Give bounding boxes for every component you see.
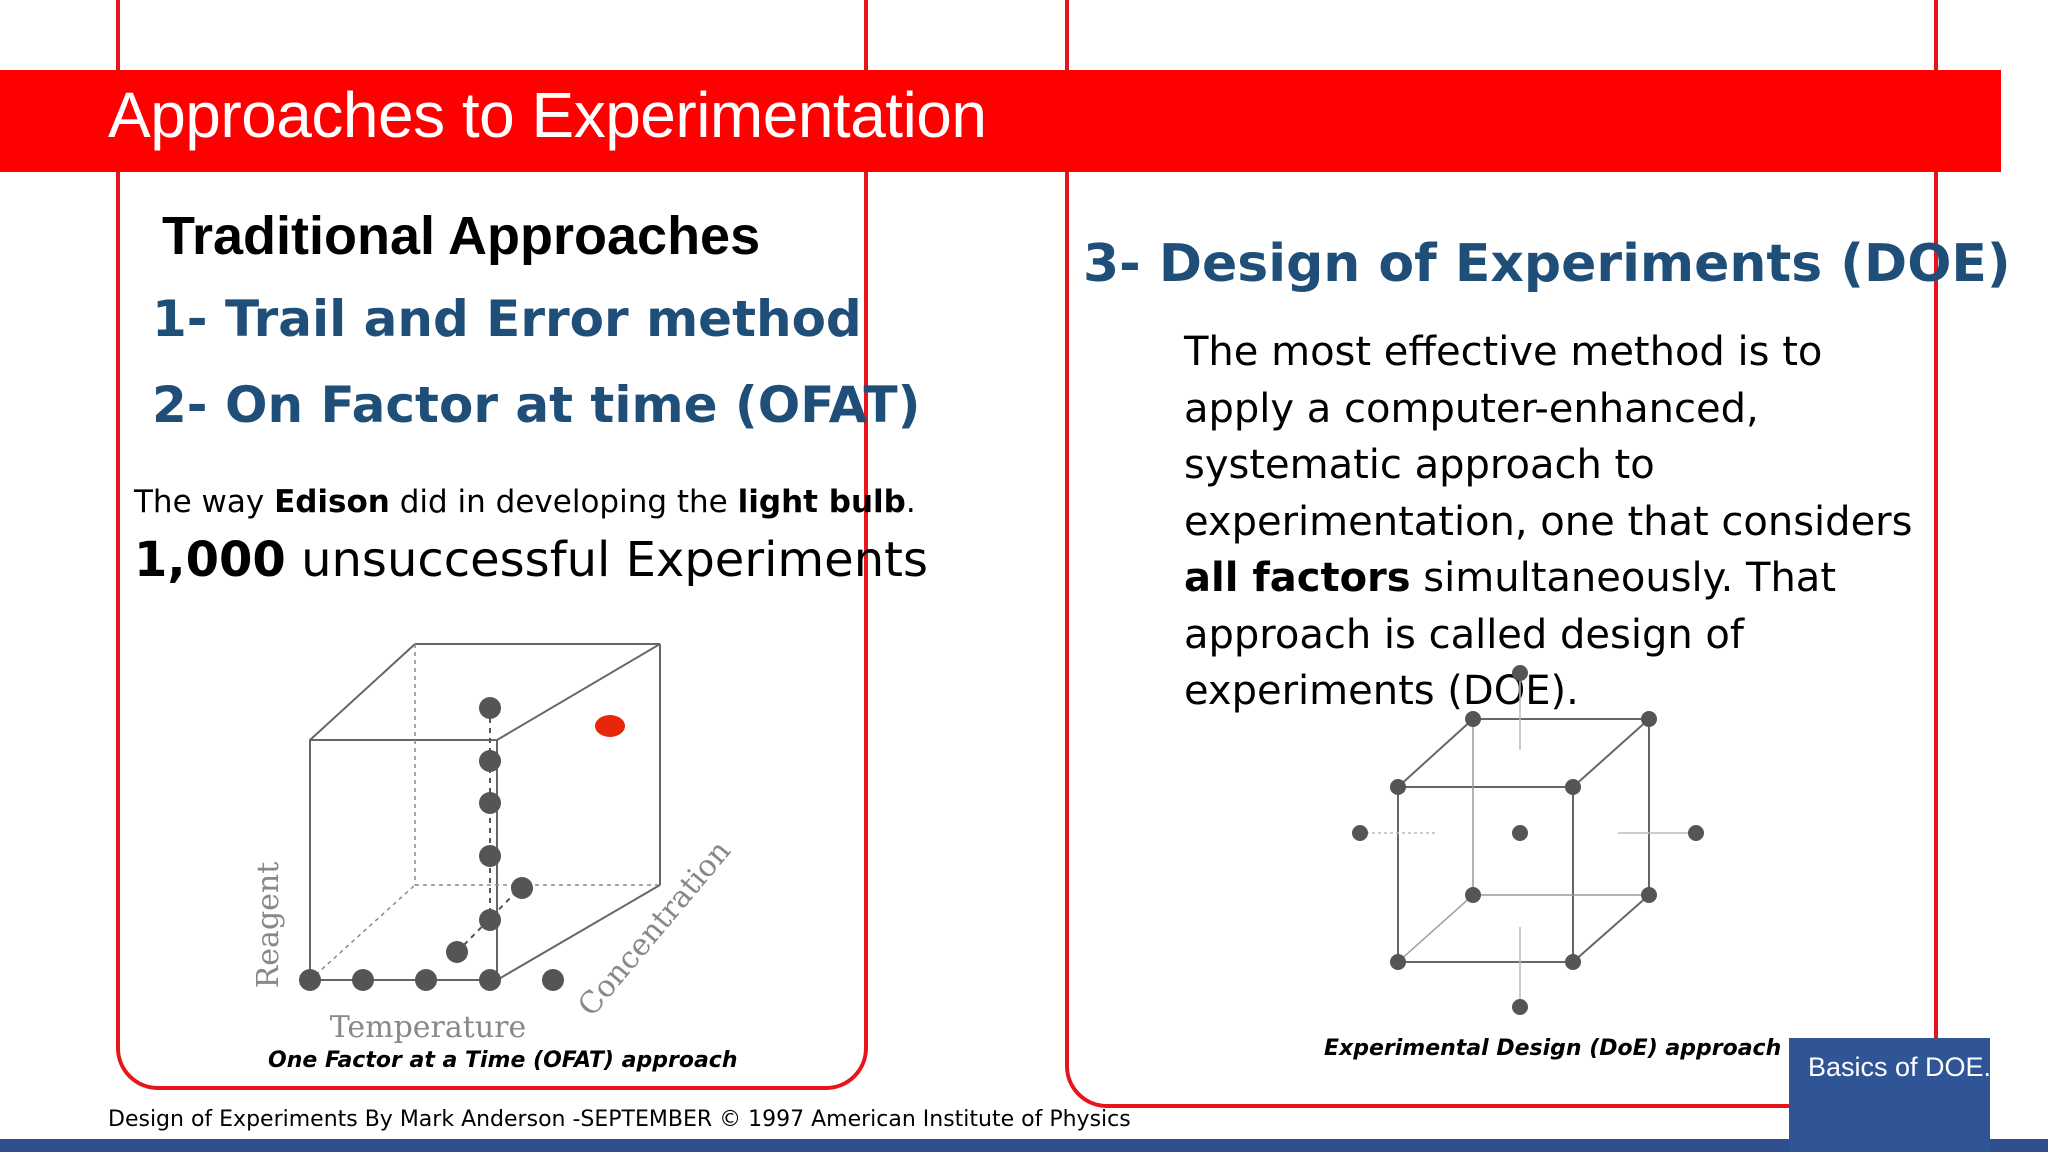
doe-point <box>1390 954 1406 970</box>
right-panel-frame <box>1065 0 1938 1108</box>
doe-point <box>1465 711 1481 727</box>
doe-heading: 3- Design of Experiments (DOE) <box>1083 234 2011 294</box>
title-bar <box>0 70 2001 172</box>
ofat-figure-caption: One Factor at a Time (OFAT) approach <box>268 1048 738 1073</box>
edison-text-part: did in developing the <box>389 484 738 520</box>
section-badge <box>1789 1038 1990 1152</box>
ofat-point <box>479 969 501 991</box>
all-factors-bold: all factors <box>1184 555 1411 601</box>
ofat-optimum-point <box>595 715 625 737</box>
axis-label-concentration: Concentration <box>571 834 738 1023</box>
doe-axial-point <box>1512 665 1528 681</box>
doe-point <box>1390 779 1406 795</box>
method-trial-and-error: 1- Trail and Error method <box>152 290 862 348</box>
experiment-count: 1,000 <box>134 532 286 588</box>
bottom-bar <box>0 1139 2048 1152</box>
ofat-point <box>352 969 374 991</box>
doe-text-part: The most effective method is to apply a … <box>1184 329 1913 545</box>
doe-text-part: simultaneously. That approach is called … <box>1184 555 1837 714</box>
edison-bold: Edison <box>274 484 390 520</box>
ofat-point <box>479 909 501 931</box>
doe-point <box>1641 887 1657 903</box>
edison-text-part: . <box>905 484 916 520</box>
ofat-cube-figure: Reagent Temperature Concentration <box>251 643 738 1045</box>
doe-point <box>1565 779 1581 795</box>
footer-citation: Design of Experiments By Mark Anderson -… <box>108 1107 1131 1132</box>
cube-front-face <box>309 739 498 981</box>
ofat-point <box>479 845 501 867</box>
unsuccessful-experiments-text: 1,000 unsuccessful Experiments <box>134 532 928 588</box>
edison-text: The way Edison did in developing the lig… <box>134 484 916 520</box>
doe-point <box>1465 887 1481 903</box>
doe-axial-point <box>1352 825 1368 841</box>
doe-point <box>1565 954 1581 970</box>
axis-label-reagent: Reagent <box>251 862 286 989</box>
doe-point <box>1641 711 1657 727</box>
ofat-point <box>511 877 533 899</box>
section-badge-label: Basics of DOE. <box>1808 1052 1992 1082</box>
slide-title: Approaches to Experimentation <box>108 79 987 151</box>
doe-axial-point <box>1688 825 1704 841</box>
doe-figure-caption: Experimental Design (DoE) approach <box>1324 1036 1782 1061</box>
ofat-point <box>479 750 501 772</box>
doe-axial-point <box>1512 999 1528 1015</box>
doe-cube-figure <box>1352 665 1704 1015</box>
method-ofat: 2- On Factor at time (OFAT) <box>152 376 921 434</box>
doe-center-point <box>1512 825 1528 841</box>
doe-description: The most effective method is to apply a … <box>1184 324 1944 720</box>
edison-text-part: The way <box>134 484 275 520</box>
doe-cube-front-face <box>1397 786 1574 963</box>
ofat-point <box>542 969 564 991</box>
ofat-point <box>479 697 501 719</box>
axis-label-temperature: Temperature <box>330 1010 527 1045</box>
light-bulb-bold: light bulb <box>737 484 906 520</box>
ofat-point <box>479 792 501 814</box>
experiments-rest: unsuccessful Experiments <box>285 532 928 588</box>
ofat-point <box>446 941 468 963</box>
ofat-point <box>415 969 437 991</box>
left-panel-frame <box>116 0 868 1090</box>
ofat-point <box>299 969 321 991</box>
traditional-approaches-heading: Traditional Approaches <box>162 206 761 266</box>
